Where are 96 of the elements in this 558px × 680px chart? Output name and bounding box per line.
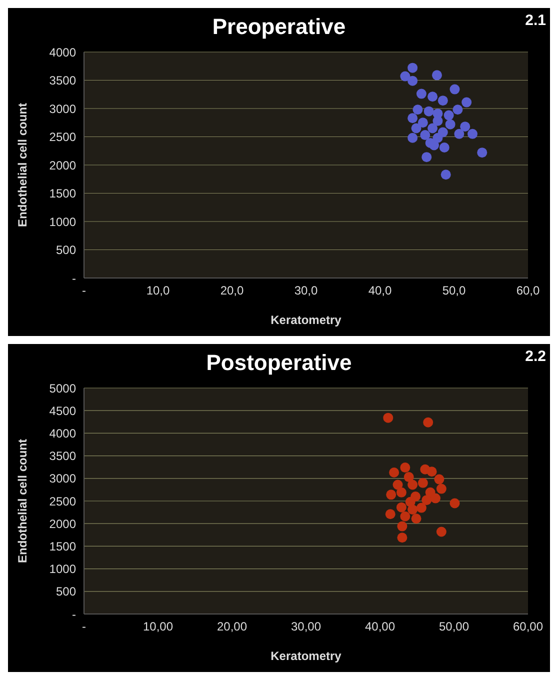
point	[428, 123, 438, 134]
y-tick-label: 4500	[49, 404, 76, 418]
y-tick-label: 3500	[49, 74, 76, 88]
point	[428, 92, 438, 102]
point	[411, 514, 422, 524]
x-axis-title: Keratometry	[270, 313, 342, 327]
x-tick-label: -	[82, 620, 86, 634]
point	[462, 97, 472, 108]
point	[408, 113, 418, 124]
point	[450, 498, 460, 508]
x-tick-label: 20,00	[216, 620, 248, 634]
point	[426, 466, 437, 477]
y-tick-label: 4000	[49, 45, 76, 60]
x-tick-label: 20,0	[220, 284, 244, 298]
y-axis-title: Endothelial cell count	[15, 438, 30, 564]
text: 2.1	[525, 12, 546, 29]
point	[432, 70, 442, 80]
x-axis-title: Keratometry	[270, 649, 342, 663]
x-tick-label: 10,00	[142, 620, 174, 634]
point	[422, 495, 432, 506]
y-tick-label: 3000	[49, 102, 76, 116]
point	[383, 412, 394, 423]
point	[400, 511, 410, 522]
point	[468, 128, 478, 139]
x-tick-label: 40,0	[368, 284, 392, 298]
x-tick-label: 10,0	[146, 284, 170, 298]
chart-title: Preoperative	[212, 14, 346, 39]
x-tick-label: 50,00	[438, 620, 470, 634]
point	[396, 502, 406, 512]
point	[440, 170, 451, 180]
point	[432, 116, 443, 126]
point	[452, 104, 463, 115]
point	[412, 104, 423, 115]
point	[416, 502, 426, 513]
x-tick-label: 30,00	[290, 620, 322, 634]
point	[424, 106, 434, 116]
point	[408, 480, 418, 490]
x-tick-label: 30,0	[294, 284, 318, 298]
point	[386, 490, 396, 500]
point	[477, 148, 488, 158]
x-tick-label: 40,00	[364, 620, 396, 634]
point	[416, 88, 426, 99]
y-axis-title: Endothelial cell count	[15, 102, 30, 228]
point	[438, 96, 448, 106]
y-tick-label: 3500	[49, 449, 76, 464]
chart-title: Postoperative	[206, 350, 352, 375]
point	[418, 478, 428, 488]
y-tick-label: 4000	[49, 426, 76, 440]
y-tick-label: 1500	[49, 539, 76, 554]
point	[400, 71, 410, 82]
point	[405, 496, 416, 507]
point	[411, 123, 422, 134]
point	[445, 119, 456, 130]
point	[408, 62, 418, 73]
point	[389, 468, 400, 478]
y-tick-label: 1000	[49, 562, 76, 576]
y-tick-label: 2500	[49, 130, 76, 144]
point	[438, 127, 448, 138]
point	[385, 509, 396, 520]
y-tick-label: -	[72, 271, 76, 286]
point	[460, 122, 470, 132]
x-tick-label: 60,00	[512, 620, 544, 634]
point	[396, 487, 406, 498]
y-tick-label: 500	[56, 243, 76, 258]
point	[423, 417, 434, 428]
point	[436, 484, 446, 494]
point	[397, 532, 408, 543]
text: 2.2	[525, 348, 546, 365]
point	[450, 84, 460, 94]
point	[418, 118, 428, 128]
point	[454, 128, 464, 139]
y-tick-label: 500	[56, 584, 76, 599]
y-tick-label: 1500	[49, 186, 76, 201]
point	[434, 474, 444, 484]
y-tick-label: -	[72, 607, 76, 622]
point	[439, 142, 450, 152]
x-tick-label: 60,0	[516, 284, 540, 298]
y-tick-label: 1000	[49, 214, 76, 229]
point	[430, 493, 440, 504]
y-tick-label: 5000	[49, 381, 76, 396]
point	[408, 76, 418, 86]
point	[420, 130, 430, 140]
point	[400, 462, 410, 473]
point	[397, 521, 408, 532]
y-tick-label: 2000	[49, 516, 76, 531]
point	[392, 480, 403, 490]
y-tick-label: 3000	[49, 472, 76, 486]
point	[404, 472, 414, 482]
x-tick-label: 50,0	[442, 284, 466, 298]
point	[408, 132, 418, 143]
point	[422, 152, 432, 162]
point	[444, 110, 454, 120]
y-tick-label: 2500	[49, 494, 76, 508]
y-tick-label: 2000	[49, 158, 76, 172]
point	[436, 526, 446, 537]
x-tick-label: -	[82, 284, 86, 298]
